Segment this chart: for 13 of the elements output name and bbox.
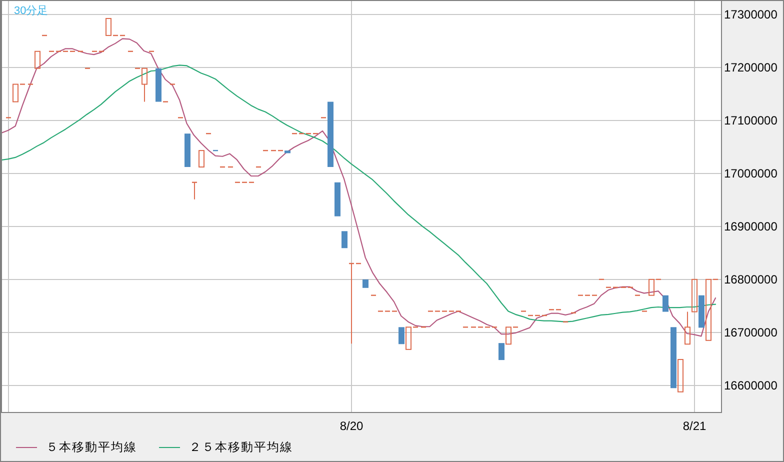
legend-label: ２５本移動平均線: [189, 440, 293, 454]
y-tick-label: 16800000: [724, 272, 778, 286]
y-tick-label: 16900000: [724, 220, 778, 234]
y-tick-label: 16700000: [724, 326, 778, 340]
y-tick-label: 17300000: [724, 8, 778, 22]
chart-title: 30分足: [14, 5, 48, 17]
y-tick-label: 17200000: [724, 60, 778, 74]
y-tick-label: 16600000: [724, 378, 778, 392]
x-tick-label: 8/20: [340, 419, 364, 433]
x-tick-label: 8/21: [682, 419, 706, 433]
y-tick-label: 17000000: [724, 166, 778, 180]
y-tick-label: 17100000: [724, 114, 778, 128]
legend-label: ５本移動平均線: [46, 440, 137, 454]
